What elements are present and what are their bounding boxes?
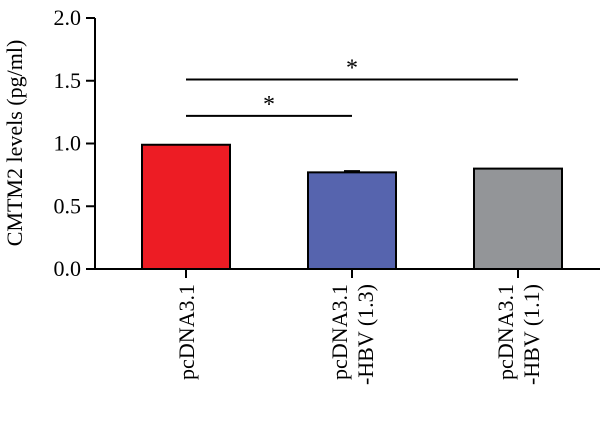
significance-star: *	[263, 92, 275, 118]
y-tick-label: 1.0	[54, 131, 82, 156]
x-category-label: pcDNA3.1	[174, 284, 199, 380]
bar	[307, 171, 397, 271]
bar	[473, 167, 563, 271]
bar	[141, 143, 231, 271]
x-category-label: -HBV (1.3)	[353, 284, 378, 385]
significance-brackets: **	[186, 55, 518, 118]
y-tick-label: 0.0	[54, 256, 82, 281]
x-category-label: -HBV (1.1)	[519, 284, 544, 385]
y-tick-label: 1.5	[54, 68, 82, 93]
x-category-label: pcDNA3.1	[327, 284, 352, 380]
y-tick-label: 2.0	[54, 5, 82, 30]
y-tick-label: 0.5	[54, 193, 82, 218]
bars	[141, 143, 563, 271]
y-axis-title: CMTM2 levels (pg/ml)	[2, 40, 27, 247]
x-axis-labels: pcDNA3.1 pcDNA3.1 -HBV (1.3) pcDNA3.1 -HBV (…	[174, 284, 544, 385]
x-category-label: pcDNA3.1	[493, 284, 518, 380]
significance-star: *	[346, 55, 358, 81]
